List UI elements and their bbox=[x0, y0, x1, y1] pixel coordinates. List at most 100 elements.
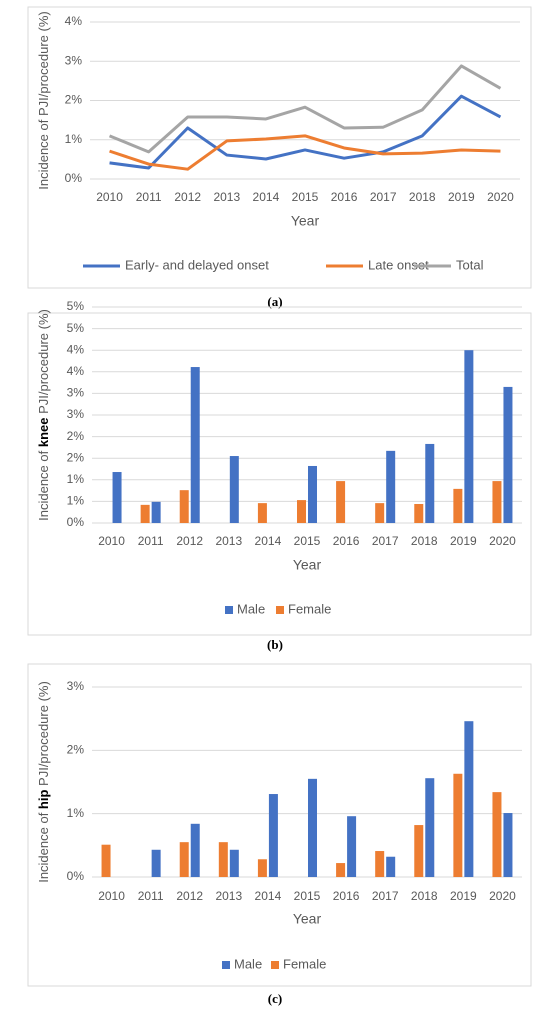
legend-swatch bbox=[276, 606, 284, 614]
x-tick-label: 2015 bbox=[292, 190, 319, 204]
x-tick-label: 2017 bbox=[372, 889, 399, 903]
x-tick-label: 2019 bbox=[448, 190, 475, 204]
bar bbox=[425, 443, 435, 523]
y-axis-title-part: knee bbox=[36, 418, 51, 448]
x-tick-label: 2014 bbox=[255, 534, 282, 548]
y-axis-title-part: hip bbox=[36, 790, 51, 810]
bar bbox=[336, 863, 346, 877]
legend-swatch bbox=[225, 606, 233, 614]
bar bbox=[101, 844, 111, 877]
x-tick-label: 2011 bbox=[138, 534, 164, 548]
legend-label: Late onset bbox=[368, 257, 429, 272]
y-tick-label: 2% bbox=[67, 743, 85, 757]
bar bbox=[257, 859, 267, 877]
x-tick-label: 2017 bbox=[372, 534, 399, 548]
legend-label: Male bbox=[234, 956, 262, 971]
bar bbox=[453, 488, 463, 523]
y-axis-title: Incidence of PJI/procedure (%) bbox=[36, 11, 51, 189]
y-tick-label: 2% bbox=[65, 93, 83, 107]
y-axis-title: Incidence of hip PJI/procedure (%) bbox=[36, 681, 51, 883]
y-tick-label: 0% bbox=[65, 171, 83, 185]
bar bbox=[268, 794, 278, 877]
y-axis-title-part: PJI/procedure (%) bbox=[36, 681, 51, 789]
line bbox=[109, 134, 501, 171]
bar bbox=[179, 842, 189, 877]
bar bbox=[229, 456, 239, 523]
x-tick-label: 2015 bbox=[294, 889, 321, 903]
y-tick-label: 1% bbox=[67, 806, 85, 820]
bar bbox=[151, 849, 161, 877]
x-tick-label: 2010 bbox=[98, 534, 125, 548]
x-tick-label: 2012 bbox=[174, 190, 201, 204]
bar bbox=[218, 842, 228, 877]
bar bbox=[414, 825, 424, 877]
bar bbox=[503, 813, 513, 877]
line bbox=[108, 64, 502, 154]
x-tick-label: 2019 bbox=[450, 889, 477, 903]
x-tick-label: 2011 bbox=[138, 889, 164, 903]
y-tick-label: 4% bbox=[67, 342, 85, 356]
x-tick-label: 2013 bbox=[213, 190, 240, 204]
x-tick-label: 2015 bbox=[294, 534, 321, 548]
bar bbox=[112, 472, 122, 523]
chart-frame bbox=[27, 6, 532, 289]
y-axis-title-part: Incidence of bbox=[36, 809, 51, 883]
x-axis-title: Year bbox=[291, 213, 320, 229]
x-axis-title: Year bbox=[293, 911, 322, 927]
x-tick-label: 2014 bbox=[253, 190, 280, 204]
y-tick-label: 3% bbox=[67, 407, 85, 421]
caption: (b) bbox=[267, 637, 283, 652]
line bbox=[109, 94, 502, 170]
y-axis-title-part: Incidence of PJI/procedure (%) bbox=[36, 11, 51, 189]
y-tick-label: 1% bbox=[67, 472, 85, 486]
x-tick-label: 2012 bbox=[176, 534, 203, 548]
bar bbox=[179, 490, 189, 523]
legend-swatch bbox=[222, 961, 230, 969]
legend-swatch bbox=[271, 961, 279, 969]
y-tick-label: 1% bbox=[65, 132, 83, 146]
legend-label: Female bbox=[283, 956, 326, 971]
y-tick-label: 0% bbox=[67, 869, 85, 883]
bar bbox=[453, 773, 463, 877]
y-tick-label: 2% bbox=[67, 450, 85, 464]
bar bbox=[386, 856, 396, 877]
bar bbox=[492, 481, 502, 523]
bar bbox=[464, 350, 474, 523]
bar bbox=[503, 386, 513, 523]
bar bbox=[375, 851, 385, 877]
bar bbox=[336, 481, 346, 523]
x-tick-label: 2016 bbox=[331, 190, 358, 204]
y-tick-label: 0% bbox=[67, 515, 85, 529]
bar bbox=[308, 778, 317, 877]
x-tick-label: 2011 bbox=[136, 190, 162, 204]
bar bbox=[386, 450, 396, 523]
caption: (c) bbox=[268, 991, 282, 1006]
legend-label: Male bbox=[237, 601, 265, 616]
y-tick-label: 2% bbox=[67, 429, 85, 443]
bar bbox=[297, 500, 306, 523]
y-tick-label: 1% bbox=[67, 494, 85, 508]
bar bbox=[425, 778, 435, 877]
x-tick-label: 2012 bbox=[176, 889, 203, 903]
x-tick-label: 2010 bbox=[98, 889, 125, 903]
y-axis-title: Incidence of knee PJI/procedure (%) bbox=[36, 309, 51, 521]
caption: (a) bbox=[267, 294, 282, 309]
x-tick-label: 2018 bbox=[411, 889, 438, 903]
y-tick-label: 5% bbox=[67, 321, 85, 335]
bar bbox=[257, 503, 267, 523]
bar bbox=[190, 367, 200, 523]
x-tick-label: 2016 bbox=[333, 534, 360, 548]
chart-frame bbox=[27, 663, 532, 987]
y-axis-title-part: Incidence of bbox=[36, 447, 51, 521]
bar bbox=[375, 503, 385, 523]
y-tick-label: 5% bbox=[67, 299, 85, 313]
x-tick-label: 2013 bbox=[215, 534, 242, 548]
x-tick-label: 2020 bbox=[489, 534, 516, 548]
x-tick-label: 2018 bbox=[411, 534, 438, 548]
chart-frame bbox=[27, 312, 532, 636]
bar bbox=[414, 503, 424, 523]
x-tick-label: 2016 bbox=[333, 889, 360, 903]
legend-label: Total bbox=[456, 257, 484, 272]
bar bbox=[347, 816, 357, 877]
